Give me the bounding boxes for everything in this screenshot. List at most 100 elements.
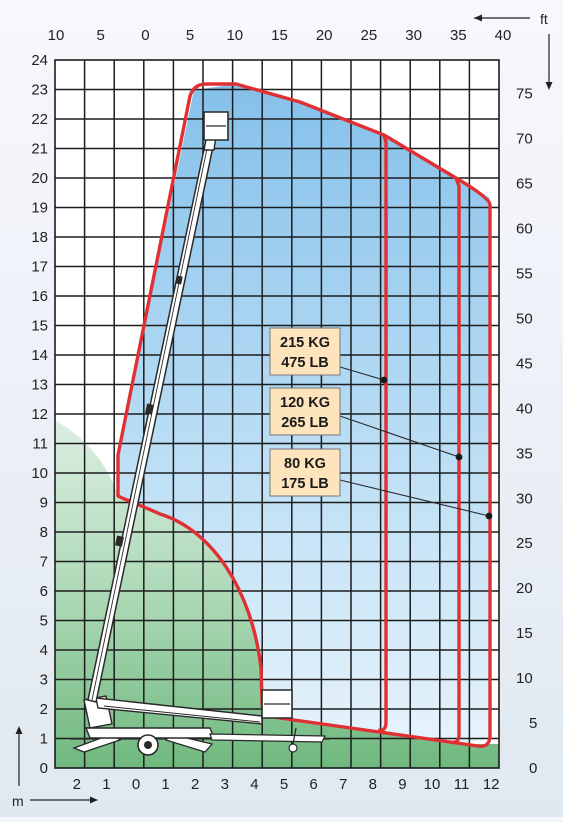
label-215kg-lb: 475 LB	[281, 355, 329, 371]
label-80kg-kg: 80 KG	[284, 456, 326, 472]
right-tick-label: 10	[516, 670, 533, 687]
bottom-tick-label: 1	[161, 776, 169, 793]
load-label-80kg: 80 KG 175 LB	[269, 448, 493, 520]
m-unit-label: m	[12, 793, 24, 809]
label-120kg-lb: 265 LB	[281, 415, 329, 431]
aerial-platform-machine	[70, 111, 330, 756]
tow-bar	[209, 733, 326, 743]
bottom-tick-label: 0	[132, 776, 140, 793]
bottom-tick-label: 3	[221, 776, 229, 793]
right-tick-label: 60	[516, 221, 533, 238]
left-tick-label: 9	[40, 495, 48, 512]
left-tick-label: 8	[40, 524, 48, 541]
left-tick-label: 17	[31, 259, 48, 276]
right-tick-label: 65	[516, 176, 533, 193]
top-tick-label: 30	[405, 27, 422, 44]
left-tick-label: 13	[31, 377, 48, 394]
top-ft-axis: 10 5 0 5 10 15 20 25 30 35 40	[48, 27, 512, 44]
left-tick-label: 24	[31, 52, 48, 69]
label-120kg-kg: 120 KG	[280, 395, 330, 411]
left-tick-label: 22	[31, 111, 48, 128]
ft-arrow-down-head	[545, 82, 553, 90]
left-tick-label: 11	[32, 436, 48, 453]
bottom-tick-label: 9	[398, 776, 406, 793]
left-tick-label: 5	[40, 613, 48, 630]
load-label-120kg: 120 KG 265 LB	[269, 387, 463, 461]
bottom-tick-label: 7	[339, 776, 347, 793]
boom-stowed-seam	[103, 705, 261, 723]
top-tick-label: 10	[226, 27, 243, 44]
grid	[55, 60, 499, 768]
wheel-hub	[144, 741, 152, 749]
ground-area	[55, 420, 499, 768]
plot-frame	[54, 59, 500, 769]
boom-joint-top	[175, 275, 183, 285]
right-tick-label: 75	[516, 86, 533, 103]
jockey-wheel	[288, 743, 298, 753]
bottom-m-axis: 2 1 0 1 2 3 4 5 6 7 8 9 10 11 12	[73, 776, 500, 793]
right-tick-label: 30	[516, 490, 533, 507]
top-tick-label: 10	[48, 27, 65, 44]
left-tick-label: 7	[40, 554, 48, 571]
bottom-tick-label: 1	[102, 776, 110, 793]
right-tick-label: 20	[516, 580, 533, 597]
right-tick-label: 55	[516, 265, 533, 282]
left-tick-label: 10	[31, 465, 48, 482]
right-tick-label: 25	[516, 535, 533, 552]
right-tick-label: 50	[516, 310, 533, 327]
right-tick-label: 70	[516, 131, 533, 148]
boom-raised-seam	[91, 143, 209, 701]
envelope-120kg	[449, 177, 461, 745]
bottom-tick-label: 11	[454, 776, 470, 793]
leader-line-215kg	[339, 366, 385, 381]
right-tick-label: 0	[529, 760, 537, 777]
leader-dot-120kg	[455, 453, 463, 461]
m-arrow-up-head	[15, 726, 23, 734]
top-tick-label: 25	[361, 27, 378, 44]
right-tick-label: 5	[529, 715, 537, 732]
bottom-tick-label: 6	[309, 776, 317, 793]
left-tick-label: 21	[31, 141, 48, 158]
m-arrow-right-head	[90, 796, 98, 804]
bottom-tick-label: 8	[369, 776, 377, 793]
right-tick-label: 45	[516, 355, 533, 372]
right-tick-label: 15	[516, 625, 533, 642]
left-tick-label: 20	[31, 170, 48, 187]
boom-joint-lower	[115, 535, 124, 547]
leader-dot-215kg	[380, 376, 388, 384]
top-tick-label: 35	[450, 27, 467, 44]
top-tick-label: 40	[495, 27, 512, 44]
bottom-tick-label: 5	[280, 776, 288, 793]
ft-arrow-left-head	[474, 14, 482, 22]
left-tick-label: 0	[40, 760, 48, 777]
left-tick-label: 18	[31, 229, 48, 246]
leader-line-120kg	[339, 415, 460, 458]
left-tick-label: 15	[31, 318, 48, 335]
leader-dot-80kg	[485, 512, 493, 520]
left-tick-label: 12	[31, 406, 48, 423]
left-tick-label: 23	[31, 82, 48, 99]
right-ft-axis: 0 5 10 15 20 25 30 35 40 45 50 55 60 65 70 75	[516, 86, 537, 777]
ft-unit-indicator: ft	[474, 11, 553, 90]
load-labels: 215 KG 475 LB 120 KG 265 LB 80 KG 175 LB	[269, 327, 493, 520]
left-tick-label: 16	[31, 288, 48, 305]
ft-unit-label: ft	[540, 11, 548, 27]
bottom-tick-label: 2	[191, 776, 199, 793]
m-unit-indicator: m	[12, 726, 98, 809]
leader-line-80kg	[339, 479, 490, 517]
bottom-tick-label: 2	[73, 776, 81, 793]
left-tick-label: 2	[40, 701, 48, 718]
label-box-215kg	[269, 327, 341, 376]
left-tick-label: 19	[31, 200, 48, 217]
envelope-215kg	[377, 134, 388, 733]
jockey-stand	[292, 727, 297, 745]
label-box-80kg	[269, 448, 341, 497]
label-80kg-lb: 175 LB	[281, 476, 329, 492]
top-tick-label: 5	[186, 27, 194, 44]
left-tick-label: 14	[31, 347, 48, 364]
left-tick-label: 4	[40, 642, 48, 659]
label-215kg-kg: 215 KG	[280, 335, 330, 351]
label-box-120kg	[269, 387, 341, 436]
